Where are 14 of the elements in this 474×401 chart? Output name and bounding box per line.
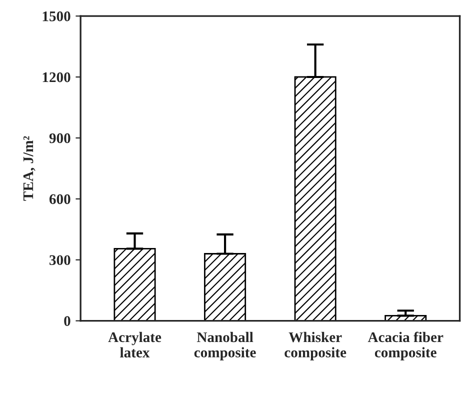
bar [114,248,156,321]
y-axis-title: TEA, J/m² [23,136,36,201]
x-tick-label: Acacia fiber composite [368,332,444,360]
y-tick-label: 1200 [42,72,70,82]
y-tick-label: 300 [50,255,70,266]
bar [294,76,336,321]
y-tick-label: 600 [49,194,70,204]
y-tick-label: 1500 [42,11,70,22]
bar [204,253,246,321]
y-tick-label: 900 [49,133,70,144]
x-tick-label: Whisker composite [284,332,346,360]
x-tick-label: Acrylate latex [108,332,162,358]
y-tick-label: 0 [64,316,70,326]
x-tick-label: Nanoball composite [194,332,256,360]
